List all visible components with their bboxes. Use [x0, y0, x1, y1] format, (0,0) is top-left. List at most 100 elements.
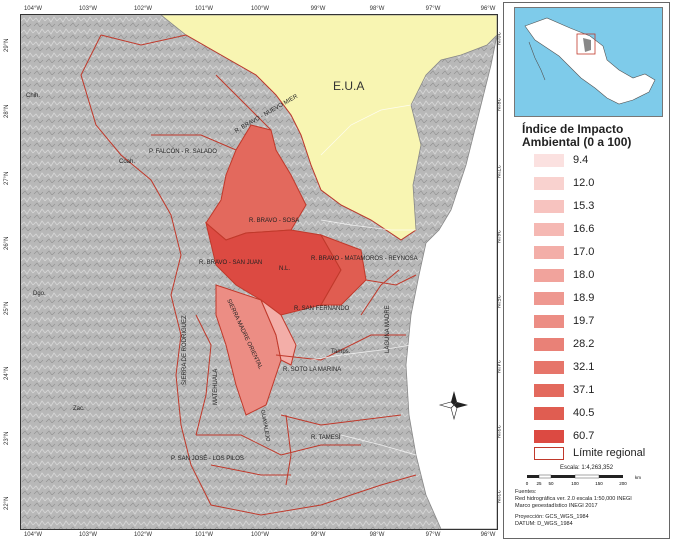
scale-tick: 100: [571, 481, 579, 486]
legend-label: 32.1: [573, 361, 595, 373]
tick-left-28: 28°N: [4, 104, 10, 118]
legend-item: 16.6: [534, 222, 654, 238]
state-label-zac: Zac.: [73, 406, 85, 412]
state-label-dgo: Dgo.: [33, 291, 46, 297]
inset-baja-california: [528, 41, 546, 81]
scale-tick: 150: [595, 481, 603, 486]
scale-segment: [551, 475, 575, 478]
legend-label: 9.4: [573, 154, 589, 166]
legend-item: 28.2: [534, 337, 654, 353]
inset-mexico-outline: [524, 17, 656, 105]
regional-boundaries: [80, 34, 417, 516]
tick-top-103: 103°W: [78, 6, 98, 12]
tick-left-24: 24°N: [4, 366, 10, 380]
tick-top-104: 104°W: [23, 6, 43, 12]
tick-left-25: 25°N: [4, 301, 10, 315]
legend-panel: Índice de Impacto Ambiental (0 a 100) 9.…: [503, 2, 670, 539]
state-label-nl: N.L.: [279, 266, 290, 272]
legend-boundary-label: Límite regional: [573, 447, 646, 459]
legend-boundary-swatch: [534, 447, 564, 460]
label-san-jose: P. SAN JOSÉ - LOS PILOS: [171, 455, 244, 462]
north-arrow-icon: [438, 391, 468, 421]
legend-swatch: [534, 269, 564, 282]
legend-item: 37.1: [534, 383, 654, 399]
legend-swatch: [534, 200, 564, 213]
sources-line: Red hidrográfica ver. 2.0 escala 1:50,00…: [515, 496, 632, 502]
sources-line: Fuentes:: [515, 489, 537, 495]
legend-item: 12.0: [534, 176, 654, 192]
scale-tick: 200: [619, 481, 627, 486]
sources-line: DATUM: D_WGS_1984: [515, 521, 573, 527]
legend-swatch: [534, 177, 564, 190]
country-label-eua: E.U.A: [333, 79, 364, 93]
legend-label: 19.7: [573, 315, 595, 327]
scale-bar: 0 25 50 100 150 200 km: [526, 474, 641, 486]
state-label-chih: Chih.: [26, 93, 40, 99]
legend-label: 15.3: [573, 200, 595, 212]
scale-segment: [527, 475, 539, 478]
tick-left-22: 22°N: [4, 496, 10, 510]
legend-label: 16.6: [573, 223, 595, 235]
legend-swatch: [534, 430, 564, 443]
tick-bottom-99: 99°W: [310, 532, 326, 538]
legend-item: 18.9: [534, 291, 654, 307]
tick-top-101: 101°W: [194, 6, 214, 12]
state-label-tamps: Tamps.: [331, 349, 351, 355]
tick-bottom-104: 104°W: [23, 532, 43, 538]
map-frame: E.U.A R. BRAVO - NUEVO MIER P. FALCÓN - …: [20, 14, 498, 530]
inset-locator-map: [514, 7, 663, 117]
tick-top-98: 98°W: [369, 6, 385, 12]
label-falcon-salado: P. FALCÓN - R. SALADO: [149, 148, 217, 155]
scale-segment: [574, 474, 600, 479]
tick-top-100: 100°W: [250, 6, 270, 12]
region-linares: [259, 298, 297, 366]
legend-swatch: [534, 384, 564, 397]
label-laguna-madre: LAGUNA MADRE: [385, 305, 391, 353]
tick-bottom-97: 97°W: [425, 532, 441, 538]
label-matehuala: MATEHUALA: [213, 369, 219, 405]
legend-swatch: [534, 292, 564, 305]
legend-label: 40.5: [573, 407, 595, 419]
legend-swatch: [534, 223, 564, 236]
tick-top-96: 96°W: [480, 6, 496, 12]
tick-left-23: 23°N: [4, 431, 10, 445]
legend-item: 32.1: [534, 360, 654, 376]
tick-top-99: 99°W: [310, 6, 326, 12]
tick-bottom-98: 98°W: [369, 532, 385, 538]
label-tamesi: R. TAMESÍ: [311, 434, 341, 441]
legend-swatch: [534, 361, 564, 374]
legend-item: 9.4: [534, 153, 654, 169]
sources-line: Marco geoestadístico INEGI 2017: [515, 503, 598, 509]
inset-study-area: [583, 38, 591, 52]
tick-top-102: 102°W: [133, 6, 153, 12]
inset-svg: [524, 17, 656, 105]
tick-left-27: 27°N: [4, 171, 10, 185]
label-san-fernando: R. SAN FERNANDO: [294, 306, 350, 312]
label-bravo-san-juan: R. BRAVO - SAN JUAN: [199, 260, 262, 266]
legend-item-boundary: Límite regional: [534, 446, 654, 462]
legend-label: 17.0: [573, 246, 595, 258]
label-bravo-matamoros: R. BRAVO - MATAMOROS - REYNOSA: [311, 256, 418, 262]
legend-item: 19.7: [534, 314, 654, 330]
tick-left-26: 26°N: [4, 236, 10, 250]
tick-left-29: 29°N: [4, 38, 10, 52]
tick-top-97: 97°W: [425, 6, 441, 12]
rivers: [310, 104, 417, 456]
legend-swatch: [534, 154, 564, 167]
sources-line: Proyección: GCS_WGS_1984: [515, 514, 589, 520]
scale-text: Escala: 1:4,263,352: [560, 465, 614, 471]
scale-tick: 0: [526, 481, 529, 486]
map-canvas: E.U.A R. BRAVO - NUEVO MIER P. FALCÓN - …: [21, 15, 497, 529]
legend-label: 18.9: [573, 292, 595, 304]
label-bravo-sosa: R. BRAVO - SOSA: [249, 218, 299, 224]
legend-label: 12.0: [573, 177, 595, 189]
legend-item: 60.7: [534, 429, 654, 445]
gulf-water: [405, 34, 497, 529]
inset-study-extent: [576, 33, 596, 55]
scale-tick: 25: [536, 481, 542, 486]
legend-label: 18.0: [573, 269, 595, 281]
legend-item: 18.0: [534, 268, 654, 284]
legend-label: 60.7: [573, 430, 595, 442]
legend-item: 15.3: [534, 199, 654, 215]
legend-item: 40.5: [534, 406, 654, 422]
